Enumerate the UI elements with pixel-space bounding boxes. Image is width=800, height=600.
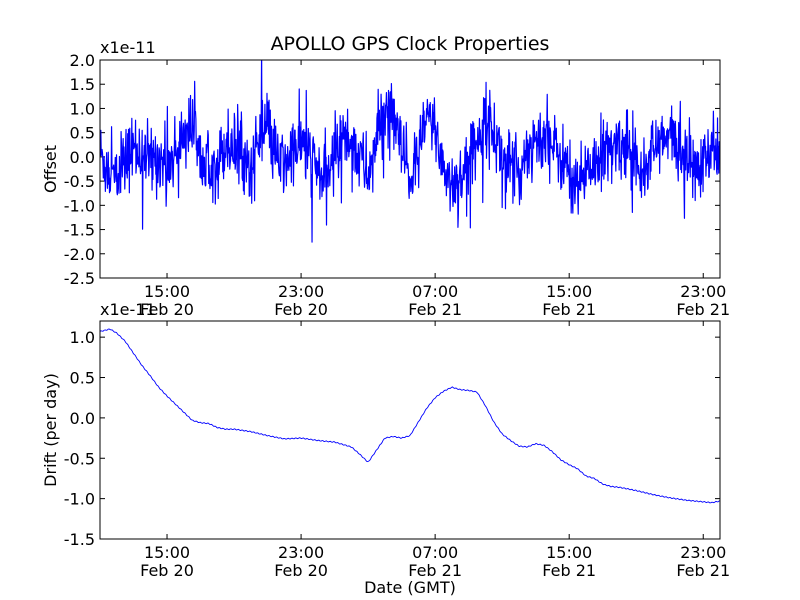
offset-xtick-label-time: 07:00 [412,282,458,301]
drift-series-line [100,328,720,504]
drift-xtick-label-date: Feb 20 [140,561,194,580]
drift-xtick-label-date: Feb 21 [676,561,730,580]
drift-axes-frame [99,320,721,540]
offset-xtick-label-time: 23:00 [680,282,726,301]
offset-ytick-label: 2.0 [70,51,95,70]
offset-ytick-label: -1.0 [64,196,95,215]
offset-xtick-label-date: Feb 21 [676,300,730,319]
drift-ytick-label: 0.0 [70,409,95,428]
drift-series-group [100,328,720,504]
drift-xtick-label-time: 15:00 [546,543,592,562]
offset-series-line [100,60,720,243]
offset-ytick-label: 1.0 [70,99,95,118]
offset-xtick-label-time: 23:00 [278,282,324,301]
offset-ytick-label: -2.0 [64,245,95,264]
offset-ticks: -2.5 -2.0 -1.5 -1.0 -0.5 0.0 0.5 1.0 1.5 2.0 15:00… [64,51,730,319]
offset-ylabel: Offset [41,145,60,193]
drift-panel: x1e-11 Drift (per day) Date (GMT) -1.5 -1… [41,300,730,597]
drift-xtick-label-time: 23:00 [278,543,324,562]
offset-ytick-label: 1.5 [70,75,95,94]
offset-axes-frame [99,59,721,279]
offset-xtick-label-date: Feb 21 [542,300,596,319]
drift-xlabel: Date (GMT) [364,578,456,597]
offset-series-group [100,60,720,243]
drift-xtick-label-time: 23:00 [680,543,726,562]
offset-ytick-label: -2.5 [64,269,95,288]
drift-ytick-label: -0.5 [64,449,95,468]
drift-xtick-label-date: Feb 21 [542,561,596,580]
offset-ytick-label: -0.5 [64,172,95,191]
drift-ytick-label: 0.5 [70,369,95,388]
drift-xtick-label-date: Feb 21 [408,561,462,580]
offset-xtick-label-time: 15:00 [144,282,190,301]
drift-ytick-label: -1.5 [64,530,95,549]
drift-ytick-label: -1.0 [64,490,95,509]
offset-ytick-label: 0.5 [70,124,95,143]
offset-xtick-label-time: 15:00 [546,282,592,301]
drift-xtick-label-date: Feb 20 [274,561,328,580]
offset-ytick-label: -1.5 [64,221,95,240]
offset-scale-label: x1e-11 [100,38,156,57]
offset-xtick-label-date: Feb 21 [408,300,462,319]
drift-scale-label: x1e-11 [100,300,156,319]
drift-ytick-label: 1.0 [70,328,95,347]
offset-xtick-label-date: Feb 20 [140,300,194,319]
offset-panel: APOLLO GPS Clock Properties x1e-11 Offse… [41,33,730,319]
drift-ylabel: Drift (per day) [41,373,60,487]
offset-ytick-label: 0.0 [70,148,95,167]
drift-xtick-label-time: 15:00 [144,543,190,562]
drift-xtick-label-time: 07:00 [412,543,458,562]
chart-title: APOLLO GPS Clock Properties [271,33,550,55]
offset-xtick-label-date: Feb 20 [274,300,328,319]
